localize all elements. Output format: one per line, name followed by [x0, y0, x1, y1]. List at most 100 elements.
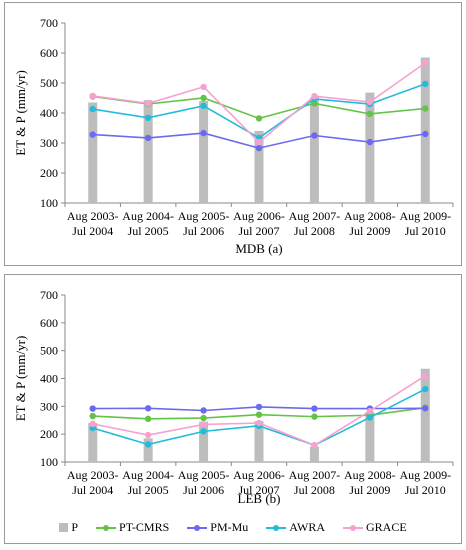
- x-tick-label: Aug 2009-: [399, 468, 451, 482]
- data-point-pm-mu: [422, 130, 429, 138]
- data-point-pm-mu: [144, 134, 152, 142]
- data-point-grace: [200, 421, 207, 428]
- legend-swatch-pt-cmrs: [96, 523, 117, 533]
- legend-item-pm-mu: PM-Mu: [187, 520, 248, 535]
- x-tick-label: Aug 2005-: [178, 468, 230, 482]
- chart-panel-mdb: 100 200 300 400 500 600 700 ET & P (mm/yr) Aug 2…: [4, 2, 462, 266]
- data-point-pm-mu: [89, 131, 96, 138]
- data-point-grace: [422, 59, 429, 67]
- x-tick-label: Aug 2003-: [67, 468, 119, 482]
- data-point-pt-cmrs: [422, 105, 429, 112]
- y-axis-label: ET & P (mm/yr): [13, 70, 28, 156]
- y-tick-label: 600: [40, 46, 58, 60]
- data-point-pt-cmrs: [255, 115, 263, 122]
- data-point-awra: [144, 114, 152, 122]
- legend-swatch-p: [59, 523, 69, 532]
- bar-p: [420, 368, 430, 462]
- legend-item-grace: GRACE: [342, 520, 407, 535]
- y-tick-label: 600: [40, 316, 58, 330]
- x-tick-label: Jul 2008: [294, 483, 335, 497]
- data-point-pm-mu: [89, 405, 96, 412]
- x-tick-label: Jul 2007: [238, 224, 279, 238]
- data-point-grace: [144, 431, 152, 439]
- chart-leb: 100 200 300 400 500 600 700 ET & P (mm/yr) Aug 2…: [13, 288, 454, 506]
- data-point-pt-cmrs: [311, 413, 318, 420]
- legend-swatch-pm-mu: [187, 523, 208, 533]
- bar-p: [309, 446, 319, 462]
- chart-panel-leb: 100 200 300 400 500 600 700 ET & P (mm/yr) Aug 2…: [4, 274, 462, 544]
- data-point-pt-cmrs: [255, 411, 263, 418]
- y-tick-label: 200: [40, 427, 58, 441]
- data-point-grace: [200, 83, 207, 91]
- x-tick-label: Jul 2004: [72, 483, 113, 497]
- bar-p: [199, 421, 209, 462]
- data-point-grace: [422, 372, 429, 379]
- x-tick-label: Jul 2008: [294, 224, 335, 238]
- data-point-pm-mu: [144, 405, 152, 412]
- legend-swatch-grace: [342, 523, 363, 533]
- data-point-pm-mu: [255, 144, 263, 152]
- legend-label-pm-mu: PM-Mu: [210, 520, 249, 534]
- data-point-pt-cmrs: [311, 100, 318, 107]
- x-tick-label: Jul 2007: [238, 483, 279, 497]
- x-tick-label: Aug 2009-: [399, 209, 451, 223]
- y-tick-label: 400: [40, 106, 58, 120]
- data-point-pt-cmrs: [200, 414, 207, 422]
- legend-label-pt-cmrs: PT-CMRS: [119, 520, 170, 534]
- data-point-pm-mu: [311, 405, 318, 412]
- y-tick-label: 300: [40, 399, 58, 413]
- x-tick-label: Jul 2009: [349, 483, 390, 497]
- x-tick-label: Aug 2006-: [233, 209, 285, 223]
- data-point-pt-cmrs: [200, 94, 207, 102]
- x-tick-label: Jul 2005: [128, 483, 169, 497]
- bar-p: [309, 97, 319, 203]
- y-tick-label: 400: [40, 372, 58, 386]
- legend-label-awra: AWRA: [289, 520, 325, 534]
- data-point-awra: [422, 385, 429, 393]
- y-tick-label: 700: [40, 288, 58, 302]
- data-point-pm-mu: [200, 407, 207, 414]
- bar-p: [143, 100, 153, 203]
- x-tick-label: Aug 2004-: [122, 468, 174, 482]
- legend-item-p: P: [59, 520, 78, 535]
- y-tick-label: 200: [40, 166, 58, 180]
- x-tick-label: Aug 2006-: [233, 468, 285, 482]
- data-point-grace: [255, 138, 263, 146]
- x-tick-label: Aug 2003-: [67, 209, 119, 223]
- x-tick-label: Jul 2006: [183, 483, 224, 497]
- y-tick-label: 700: [40, 16, 58, 30]
- y-axis-label: ET & P (mm/yr): [13, 336, 28, 422]
- data-point-pt-cmrs: [89, 412, 96, 420]
- y-tick-label: 100: [40, 196, 58, 210]
- data-point-awra: [422, 80, 429, 88]
- data-point-awra: [89, 105, 96, 113]
- data-point-awra: [144, 441, 152, 448]
- data-point-grace: [311, 442, 318, 449]
- x-tick-label: Aug 2007-: [289, 468, 341, 482]
- x-tick-label: Jul 2006: [183, 224, 224, 238]
- legend-swatch-awra: [266, 523, 287, 533]
- bar-p: [254, 421, 264, 462]
- data-point-grace: [366, 98, 374, 106]
- data-point-grace: [89, 92, 96, 100]
- data-point-grace: [366, 407, 374, 415]
- y-tick-label: 500: [40, 76, 58, 90]
- legend-label-grace: GRACE: [365, 520, 407, 534]
- data-point-grace: [89, 420, 96, 428]
- data-point-awra: [200, 428, 207, 435]
- x-tick-label: Aug 2007-: [289, 209, 341, 223]
- data-point-awra: [366, 414, 374, 421]
- x-tick-label: Aug 2008-: [344, 468, 396, 482]
- data-point-grace: [311, 93, 318, 100]
- data-point-grace: [144, 100, 152, 107]
- data-point-pt-cmrs: [144, 415, 152, 423]
- bar-p: [365, 92, 375, 203]
- data-point-pm-mu: [422, 405, 429, 412]
- bar-p: [199, 101, 209, 203]
- y-tick-label: 500: [40, 344, 58, 358]
- x-tick-label: Jul 2005: [128, 224, 169, 238]
- data-point-grace: [255, 419, 263, 427]
- chart-mdb: 100 200 300 400 500 600 700 ET & P (mm/yr) Aug 2…: [13, 16, 454, 256]
- x-tick-label: Aug 2004-: [122, 209, 174, 223]
- bar-p: [365, 411, 375, 462]
